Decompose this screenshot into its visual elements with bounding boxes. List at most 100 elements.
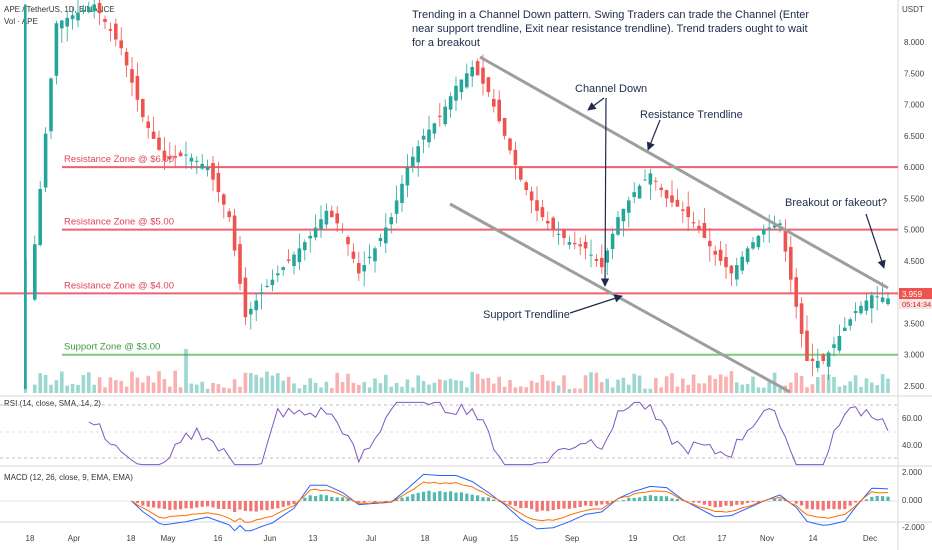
candle [832,344,836,348]
candle [675,199,680,207]
macd-hist-bar [540,501,544,511]
candle [54,23,59,76]
macd-hist-bar [837,501,841,510]
candle [859,305,863,314]
candle [870,295,874,309]
last-price: 3.959 [902,290,923,299]
candle [146,121,150,128]
candle [502,117,507,136]
candle [448,96,453,110]
volume-bar [454,380,458,393]
macd-hist-bar [362,501,366,503]
candle [654,180,658,182]
macd-hist-bar [195,501,199,508]
macd-hist-bar [692,501,696,503]
volume-bar [567,388,572,393]
volume-bar [524,387,528,393]
volume-bar [519,386,523,393]
volume-bar [200,381,204,393]
macd-hist-bar [206,501,210,507]
time-tick: Dec [863,534,877,543]
macd-hist-bar [724,501,728,506]
macd-hist-bar [497,501,501,502]
candles [24,0,890,390]
macd-hist-bar [530,501,534,510]
macd-hist-bar [702,501,706,505]
volume-bar [146,375,150,393]
candle [438,115,442,118]
candle [562,230,566,238]
volume-bar [49,384,53,393]
time-tick: Sep [565,534,580,543]
candle [643,179,647,181]
macd-hist-bar [314,496,318,501]
volume-bar [762,387,766,393]
candle [92,4,96,12]
candle [373,248,377,262]
candle [578,244,582,247]
candle [43,133,48,188]
macd-hist-bar [735,501,739,505]
volume-bar [292,383,296,393]
volume-bar [303,384,307,393]
candle [556,233,561,235]
volume-bar [157,371,161,393]
candle [551,217,555,230]
volume-bar [681,378,685,393]
volume-bar [708,375,712,393]
macd-hist-bar [454,492,458,501]
candle [648,173,653,185]
macd-hist-bar [395,499,399,501]
volume-bar [421,381,426,393]
macd-hist-bar [746,501,750,503]
macd-hist-bar [476,495,480,501]
candle [497,99,501,122]
candle [805,330,809,361]
candle [205,167,210,171]
candle [762,229,766,235]
time-axis[interactable]: 18 Apr 18 May 16 Jun 13 Jul 18 Aug 15 Sep 19 Oct 17 Nov… [26,534,878,543]
volume-bar [70,383,75,393]
macd-hist-bar [308,495,312,501]
candle [87,7,91,13]
volume-bar [756,387,761,393]
candle [632,192,636,197]
resistance-trendline-label: Resistance Trendline [640,109,743,121]
volume-bar [384,374,388,393]
macd-hist-bar [432,492,436,501]
macd-hist-bar [886,496,890,501]
candle [583,241,588,249]
headline-line-1: Trending in a Channel Down pattern. Swin… [412,9,809,21]
volume-bar [859,386,863,393]
macd-hist-bar [222,501,226,510]
candle [794,277,798,307]
volume-bar [124,386,129,393]
support-trendline-label: Support Trendline [483,309,570,321]
macd-hist-bar [643,495,647,501]
candle [103,18,107,22]
volume-bar [529,380,534,393]
candle [389,217,393,225]
candle [691,222,696,224]
time-tick: 17 [718,534,727,543]
candle [141,99,145,118]
volume-bar [162,379,167,393]
volume-bar [281,380,285,393]
candle [708,240,712,247]
volume-bar [540,374,545,393]
candle [378,237,383,242]
candle [745,248,750,262]
price-tick: 3.500 [904,319,925,328]
volume-bar [92,384,96,393]
candle [702,223,707,238]
macd-hist-bar [400,497,404,501]
volume-bar [443,380,447,393]
macd-hist-bar [648,495,652,501]
annotation-arrows [569,97,886,314]
macd-hist-bar [238,501,242,510]
volume-bar [330,387,334,393]
volume-bar [313,382,318,393]
macd-hist-bar [686,500,690,502]
macd-hist-bar [832,501,836,510]
time-tick: 18 [127,534,136,543]
